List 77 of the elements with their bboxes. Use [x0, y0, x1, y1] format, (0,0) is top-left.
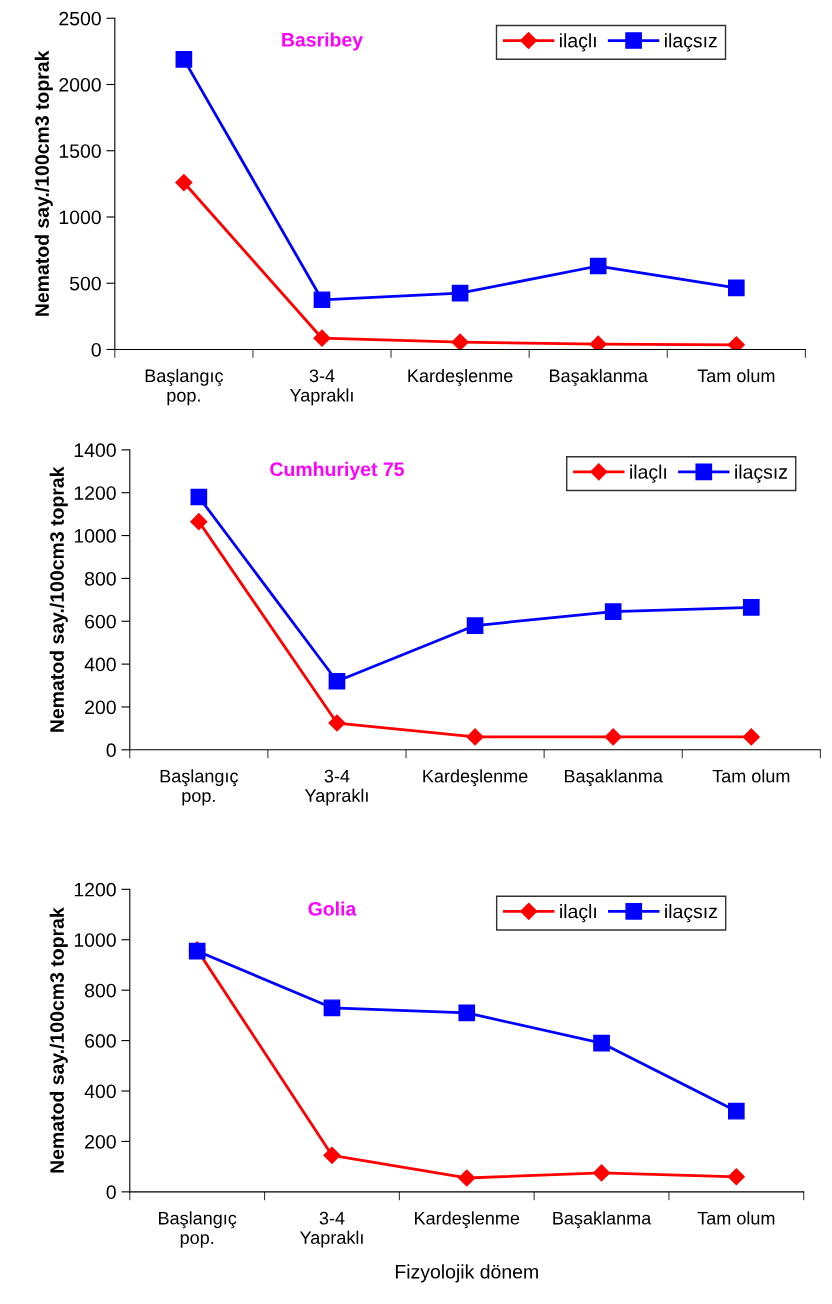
point [592, 1164, 611, 1182]
point [727, 279, 745, 297]
point [604, 728, 622, 746]
point [313, 329, 331, 347]
y-tick-label: 600 [85, 1034, 116, 1048]
point [451, 333, 469, 350]
y-axis-title: Nematod say./100cm3 toprak [49, 907, 68, 1173]
point [175, 50, 193, 68]
y-tick-label: 1200 [74, 486, 116, 500]
y-tick-label: 0 [106, 743, 116, 758]
legend-label: ilaçsız [665, 904, 717, 923]
point [328, 714, 346, 732]
legend-label: ilaçsız [665, 33, 717, 52]
x-tick-label: Tam olum [697, 368, 775, 383]
point [742, 728, 760, 746]
y-tick-label: 1200 [74, 882, 116, 897]
x-tick-label: Başlangıç pop. [159, 1211, 237, 1248]
y-tick-label: 200 [85, 1134, 116, 1149]
legend-label: ilaçlı [630, 464, 666, 483]
x-tick-label: Kardeşlenme [415, 1211, 520, 1229]
y-tick-label: 800 [85, 571, 116, 586]
point [190, 488, 208, 506]
point [458, 1169, 476, 1187]
x-tick-label: Başaklanma [550, 368, 648, 386]
point [589, 335, 607, 350]
legend-label: ilaçlı [560, 904, 596, 923]
point [727, 1102, 745, 1120]
y-tick-label: 1500 [59, 144, 101, 158]
x-tick-label: Başaklanma [553, 1211, 652, 1229]
point [323, 1146, 341, 1164]
x-tick-label: Başaklanma [564, 769, 663, 787]
point [727, 1168, 745, 1186]
chart-title: Golia [308, 901, 357, 916]
x-tick-label: Tam olum [697, 1211, 775, 1225]
point [466, 617, 484, 634]
point [323, 999, 341, 1017]
x-tick-label: 3-4 Yapraklı [299, 1211, 363, 1248]
point [313, 291, 331, 309]
x-tick-label: 3-4 Yapraklı [304, 769, 368, 806]
point [451, 284, 469, 302]
x-tick-label: Başlangıç pop. [145, 368, 224, 406]
y-tick-label: 200 [85, 700, 116, 715]
legend-label: ilaçlı [560, 33, 596, 52]
x-tick-label: Başlangıç pop. [160, 769, 239, 806]
x-tick-label: 3-4 Yapraklı [289, 369, 353, 406]
y-tick-label: 1000 [74, 529, 116, 543]
y-tick-label: 2500 [59, 11, 101, 26]
y-tick-label: 500 [69, 276, 101, 291]
text: Cumhuriyet 75 [270, 461, 404, 480]
point [604, 603, 622, 620]
y-tick-label: 2000 [59, 77, 101, 92]
point [175, 173, 193, 192]
point [727, 336, 745, 350]
point [466, 728, 484, 746]
point [458, 1004, 476, 1022]
y-tick-label: 400 [84, 1084, 116, 1099]
text: Basribey [282, 32, 363, 51]
point [589, 257, 607, 275]
y-axis-title: Nematod say./100cm3 toprak [34, 50, 53, 316]
point [593, 1034, 610, 1052]
y-tick-label: 800 [85, 983, 116, 998]
y-tick-label: 1000 [59, 210, 101, 225]
point [742, 599, 760, 616]
point [190, 513, 208, 531]
point [328, 672, 346, 690]
x-tick-label: Tam olum [712, 769, 790, 783]
y-tick-label: 1400 [74, 443, 116, 458]
x-axis-title: Fizyolojik dönem [395, 1264, 538, 1283]
legend-label: ilaçsız [735, 464, 787, 483]
y-axis-title: Nematod say./100cm3 toprak [49, 466, 68, 732]
y-tick-label: 0 [106, 1185, 116, 1200]
x-tick-label: Kardeşlenme [408, 368, 513, 386]
y-tick-label: 0 [91, 342, 101, 357]
y-tick-label: 1000 [74, 933, 116, 947]
x-tick-label: Kardeşlenme [423, 769, 528, 787]
y-tick-label: 600 [85, 614, 116, 629]
y-tick-label: 400 [84, 657, 116, 672]
